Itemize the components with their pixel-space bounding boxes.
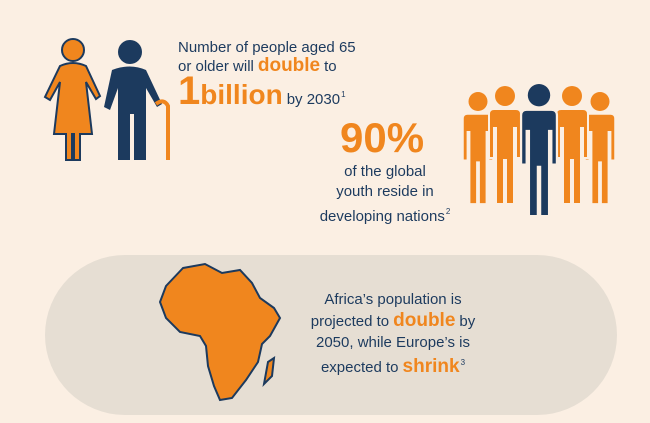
big-word: billion	[200, 79, 283, 110]
footnote: 3	[460, 358, 466, 367]
africa-line-1: Africa’s population is	[324, 291, 462, 308]
africa-line-2: projected to double by	[293, 311, 493, 332]
aging-line-2: or older will double to	[178, 56, 337, 77]
elderly-woman-icon	[43, 38, 102, 161]
aging-line-1: Number of people aged 65	[178, 39, 356, 56]
youth-line-2: youth reside in	[336, 183, 434, 200]
aging-line-3: 1billion by 20301	[178, 71, 346, 117]
footnote: 1	[341, 90, 346, 99]
people-group-icon	[461, 82, 617, 218]
emphasis: double	[257, 55, 321, 76]
africa-map	[158, 262, 282, 402]
emphasis: double	[393, 310, 456, 331]
text: to	[324, 58, 337, 75]
africa-line-3: 2050, while Europe’s is	[316, 334, 470, 351]
footnote: 2	[445, 207, 451, 216]
text: projected to	[310, 313, 390, 330]
youth-line-1: of the global	[344, 163, 426, 180]
emphasis: shrink	[402, 356, 460, 377]
text: developing nations	[319, 208, 445, 225]
madagascar	[262, 355, 276, 387]
big-number: 1	[178, 69, 201, 113]
africa-line-4: expected to shrink3	[293, 353, 493, 378]
text: by	[459, 313, 476, 330]
youth-line-3: developing nations2	[305, 202, 465, 227]
youth-headline: 90%	[340, 114, 425, 161]
text: expected to	[320, 359, 399, 376]
elderly-man-icon	[104, 40, 170, 160]
text: or older will	[178, 58, 254, 75]
text: by 2030	[286, 91, 341, 108]
